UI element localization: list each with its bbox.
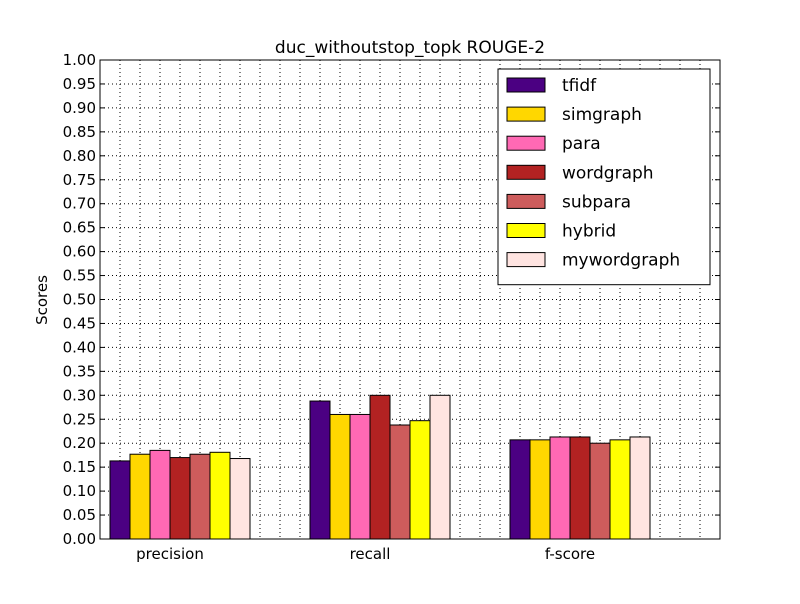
legend-label-wordgraph: wordgraph xyxy=(562,163,654,183)
legend-swatch-wordgraph xyxy=(506,164,546,180)
bar-simgraph-precision xyxy=(129,453,151,540)
bars xyxy=(109,394,651,540)
bar-wordgraph-precision xyxy=(169,457,191,540)
legend-swatch-subpara xyxy=(506,193,546,209)
bar-para-f-score xyxy=(549,436,571,540)
bar-simgraph-f-score xyxy=(529,439,551,540)
x-tick-label: recall xyxy=(350,545,391,563)
bar-hybrid-recall xyxy=(409,420,431,540)
y-tick-label: 0.05 xyxy=(63,506,96,524)
bar-tfidf-f-score xyxy=(509,439,531,540)
y-tick-label: 0.70 xyxy=(63,195,96,213)
legend-swatch-mywordgraph xyxy=(506,252,546,268)
legend-swatch-simgraph xyxy=(506,106,546,122)
y-tick-label: 0.35 xyxy=(63,362,96,380)
bar-mywordgraph-recall xyxy=(429,394,451,540)
bar-mywordgraph-f-score xyxy=(629,436,651,540)
bar-subpara-precision xyxy=(189,453,211,540)
legend-swatch-para xyxy=(506,135,546,151)
y-tick-label: 0.60 xyxy=(63,243,96,261)
y-tick-label: 0.00 xyxy=(63,530,96,548)
bar-para-precision xyxy=(149,449,171,540)
bar-wordgraph-f-score xyxy=(569,436,591,540)
legend: tfidf simgraph para wordgraph subpara hybrid m… xyxy=(497,68,711,286)
bar-hybrid-precision xyxy=(209,451,231,540)
y-tick-label: 0.25 xyxy=(63,410,96,428)
y-tick-label: 0.75 xyxy=(63,171,96,189)
legend-label-hybrid: hybrid xyxy=(562,222,616,242)
bar-subpara-recall xyxy=(389,424,411,540)
bar-tfidf-precision xyxy=(109,460,131,540)
y-axis-label: Scores xyxy=(33,275,51,325)
y-tick-label: 0.90 xyxy=(63,99,96,117)
legend-label-mywordgraph: mywordgraph xyxy=(562,251,680,271)
bar-subpara-f-score xyxy=(589,442,611,540)
x-tick-label: f-score xyxy=(545,545,595,563)
legend-label-simgraph: simgraph xyxy=(562,105,642,125)
y-tick-label: 0.15 xyxy=(63,458,96,476)
y-tick-label: 0.80 xyxy=(63,147,96,165)
bar-simgraph-recall xyxy=(329,413,351,540)
legend-label-tfidf: tfidf xyxy=(562,76,597,96)
y-tick-label: 0.45 xyxy=(63,314,96,332)
bar-tfidf-recall xyxy=(309,400,331,540)
y-tick-label: 0.65 xyxy=(63,219,96,237)
legend-label-subpara: subpara xyxy=(562,192,631,212)
chart-title: duc_withoutstop_topk ROUGE-2 xyxy=(275,38,545,58)
legend-swatch-hybrid xyxy=(506,223,546,238)
legend-swatch-tfidf xyxy=(506,77,546,93)
bar-hybrid-f-score xyxy=(609,439,631,540)
bar-para-recall xyxy=(349,413,371,540)
axis-ticks: 0.00 0.05 0.10 0.15 0.20 0.25 0.30 0.35 0.40 0.45… xyxy=(63,51,720,563)
y-tick-label: 0.85 xyxy=(63,123,96,141)
x-tick-label: precision xyxy=(136,545,204,563)
y-tick-label: 0.95 xyxy=(63,75,96,93)
y-tick-label: 0.55 xyxy=(63,267,96,285)
y-tick-label: 1.00 xyxy=(63,51,96,69)
y-tick-label: 0.20 xyxy=(63,434,96,452)
y-tick-label: 0.50 xyxy=(63,291,96,309)
bar-mywordgraph-precision xyxy=(229,458,251,540)
y-tick-label: 0.10 xyxy=(63,482,96,500)
legend-label-para: para xyxy=(562,134,601,154)
y-tick-label: 0.30 xyxy=(63,386,96,404)
bar-wordgraph-recall xyxy=(369,394,391,540)
y-tick-label: 0.40 xyxy=(63,338,96,356)
